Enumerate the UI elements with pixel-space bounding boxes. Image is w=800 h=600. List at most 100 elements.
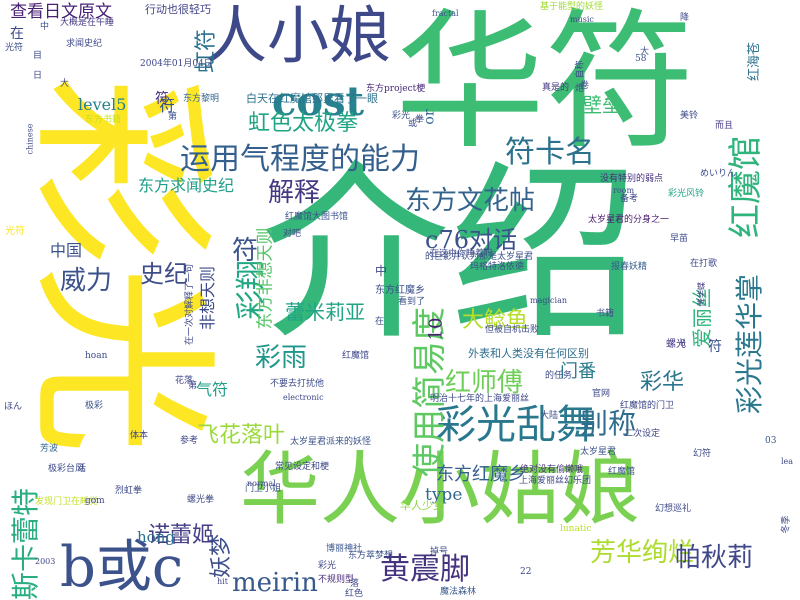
word: 书籍 — [596, 309, 615, 319]
word: 绝对没有偷懒哦 — [520, 465, 584, 475]
word: lunatic — [560, 524, 592, 534]
word: 螺光拳 — [187, 495, 215, 505]
word: 不要去打扰他 — [270, 379, 325, 389]
word: 2003 — [35, 557, 56, 566]
word: 红魔馆 — [608, 467, 636, 477]
word: 东方书籍 — [85, 115, 122, 125]
word: electronic — [283, 393, 324, 402]
word: 白天在红魔馆那里看了一眼 — [246, 92, 378, 105]
word: 的任务 — [545, 371, 573, 381]
word: 8 — [680, 339, 686, 349]
word: めいりん — [700, 169, 737, 179]
word: 求闻史纪 — [66, 39, 103, 49]
word: 22 — [520, 567, 532, 577]
word: 但被自机击败 — [485, 325, 540, 335]
word: 符 — [159, 96, 176, 115]
word: 红师傅 — [445, 368, 524, 398]
word: lea — [781, 457, 794, 466]
word: 介绍 — [260, 144, 641, 365]
word: or — [421, 109, 438, 125]
word: 东方文花帖 — [405, 186, 536, 216]
word: 的巨影并认为那是太岁星君 — [425, 252, 534, 262]
word: c76对话 — [425, 226, 517, 254]
word: 在 — [10, 26, 24, 42]
word: 壁垒 — [582, 93, 622, 117]
word: 红魔馆 — [342, 351, 370, 361]
word: 在一次对解释了一句 — [185, 263, 196, 346]
word: 看到了 — [398, 297, 426, 307]
word: 二次设定 — [624, 429, 661, 439]
word: 运用气程度的能力 — [180, 142, 420, 177]
word: 红海苍 — [747, 41, 763, 82]
word: room — [613, 186, 635, 195]
word: 光符 — [5, 226, 25, 237]
word: 常见设定和梗 — [275, 462, 330, 472]
word: 没有特别的弱点 — [600, 174, 664, 184]
word: meirin — [232, 568, 318, 598]
word: 威力 — [60, 266, 113, 296]
word: 体本 — [130, 431, 149, 441]
word: fractal — [432, 9, 459, 18]
word: 气符 — [196, 380, 229, 399]
word: 光符 — [5, 43, 24, 53]
word: 彩雨 — [255, 343, 308, 373]
word: 芳华绚烂 — [590, 538, 695, 568]
word: 东方求闻史纪 — [138, 176, 235, 195]
word: 大 — [60, 79, 70, 89]
word: 东方project梗 — [366, 84, 426, 94]
word: 真是的 — [542, 83, 570, 93]
word: 中国 — [50, 241, 83, 260]
word: magician — [530, 296, 567, 305]
word: 彩光莲华掌 — [733, 273, 767, 415]
word: 符 — [708, 339, 722, 355]
word: 在这中你睡着吗 — [430, 249, 494, 259]
word: 红色 — [345, 589, 364, 599]
word: 卷 — [580, 81, 590, 91]
word: 03 — [765, 436, 777, 446]
word: 早苗 — [670, 234, 689, 244]
word: 大 — [640, 47, 650, 57]
word: 冬季 — [781, 515, 792, 534]
word: 红魔馆的门卫 — [620, 401, 675, 411]
word: 第 — [168, 112, 178, 122]
word: 华人少女 — [400, 499, 444, 512]
word: 人小娘 — [205, 0, 392, 72]
word: 落 — [350, 579, 360, 589]
word: 飞花落叶 — [197, 423, 286, 448]
word: 极彩台风 — [48, 464, 85, 474]
word: 红魔馆 — [726, 136, 766, 238]
word: 芳波 — [40, 444, 59, 454]
word: 美铃 — [680, 111, 699, 121]
word: 黄震脚 — [380, 552, 470, 587]
word: 别称 — [580, 407, 637, 440]
word: hong — [137, 528, 175, 546]
word: 行动也很轻巧 — [145, 3, 211, 16]
word: 查看日文原文 — [10, 2, 112, 22]
word: 目 — [33, 51, 43, 61]
word: chinese — [25, 123, 35, 155]
word: level5 — [78, 95, 127, 114]
word: 掉号 — [430, 547, 449, 557]
word: 2004年01月04日 — [140, 59, 213, 69]
word: gom — [85, 496, 105, 506]
word: 解释 — [268, 178, 321, 208]
word: 备考 — [620, 194, 639, 204]
word: 花落 — [175, 376, 194, 386]
word: hoan — [85, 351, 108, 361]
word: 对吧 — [283, 229, 302, 239]
word: normal — [247, 479, 276, 488]
word: 门卫小姐 — [245, 484, 282, 494]
word: 妖梦 — [209, 533, 235, 579]
word: 降华蝶 — [697, 282, 706, 306]
word: 或 — [408, 119, 418, 129]
word: 华人小姑娘 — [240, 443, 640, 536]
word: 明治十七年的上海爱丽丝 — [430, 394, 530, 404]
word: 彩光乱舞 — [436, 402, 596, 448]
word: cost — [272, 78, 365, 125]
word: 虹色太极拳 — [248, 111, 359, 136]
word: 大鲶鱼 — [462, 308, 529, 333]
word: 报春妖精 — [611, 262, 648, 272]
word: 东方萃梦想 — [348, 551, 394, 561]
word: 中 — [40, 22, 50, 32]
word: 魔法森林 — [440, 587, 477, 597]
